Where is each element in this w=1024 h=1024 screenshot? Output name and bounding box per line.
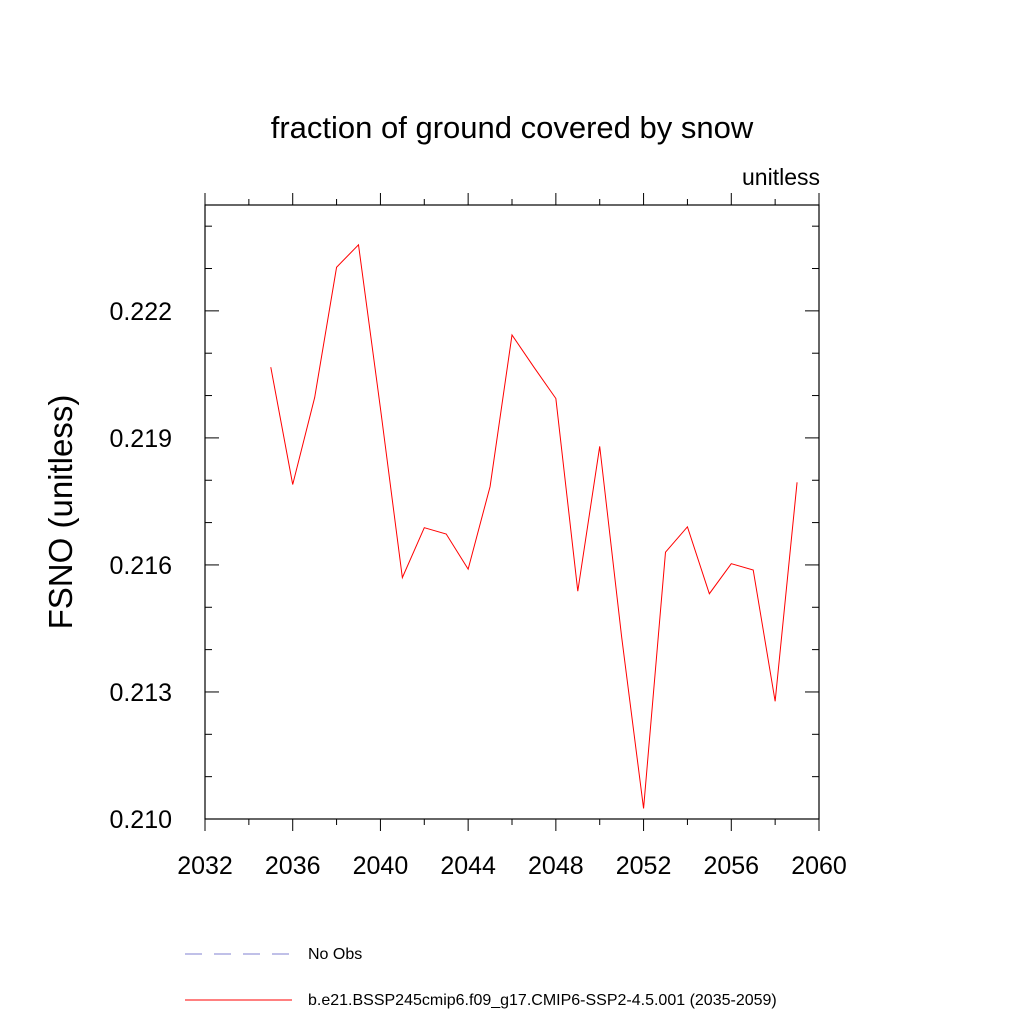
- y-axis-label: FSNO (unitless): [42, 395, 79, 630]
- x-tick-label: 2048: [528, 852, 584, 880]
- units-label: unitless: [742, 164, 820, 190]
- x-tick-label: 2056: [703, 852, 759, 880]
- series-group: [270, 243, 798, 809]
- legend-label: b.e21.BSSP245cmip6.f09_g17.CMIP6-SSP2-4.…: [308, 992, 777, 1009]
- y-tick-label: 0.210: [109, 806, 172, 834]
- x-tick-label: 2040: [353, 852, 409, 880]
- chart-title: fraction of ground covered by snow: [271, 110, 754, 145]
- y-tick-label: 0.213: [109, 679, 172, 707]
- axis-ticks: [204, 193, 820, 831]
- legend-label: No Obs: [308, 946, 362, 963]
- y-tick-label: 0.222: [109, 298, 172, 326]
- legend: No Obs b.e21.BSSP245cmip6.f09_g17.CMIP6-S…: [185, 946, 777, 1009]
- x-tick-label: 2060: [791, 852, 847, 880]
- x-tick-label: 2052: [616, 852, 672, 880]
- series-line: [270, 243, 798, 809]
- x-tick-label: 2032: [177, 852, 233, 880]
- x-tick-label: 2044: [440, 852, 496, 880]
- x-tick-label: 2036: [265, 852, 321, 880]
- plot-frame: [204, 204, 820, 820]
- y-tick-label: 0.216: [109, 552, 172, 580]
- x-tick-labels: 2032 2036 2040 2044 2048 2052 2056 2060: [177, 852, 847, 880]
- y-tick-label: 0.219: [109, 425, 172, 453]
- y-tick-labels: 0.210 0.213 0.216 0.219 0.222: [109, 298, 172, 834]
